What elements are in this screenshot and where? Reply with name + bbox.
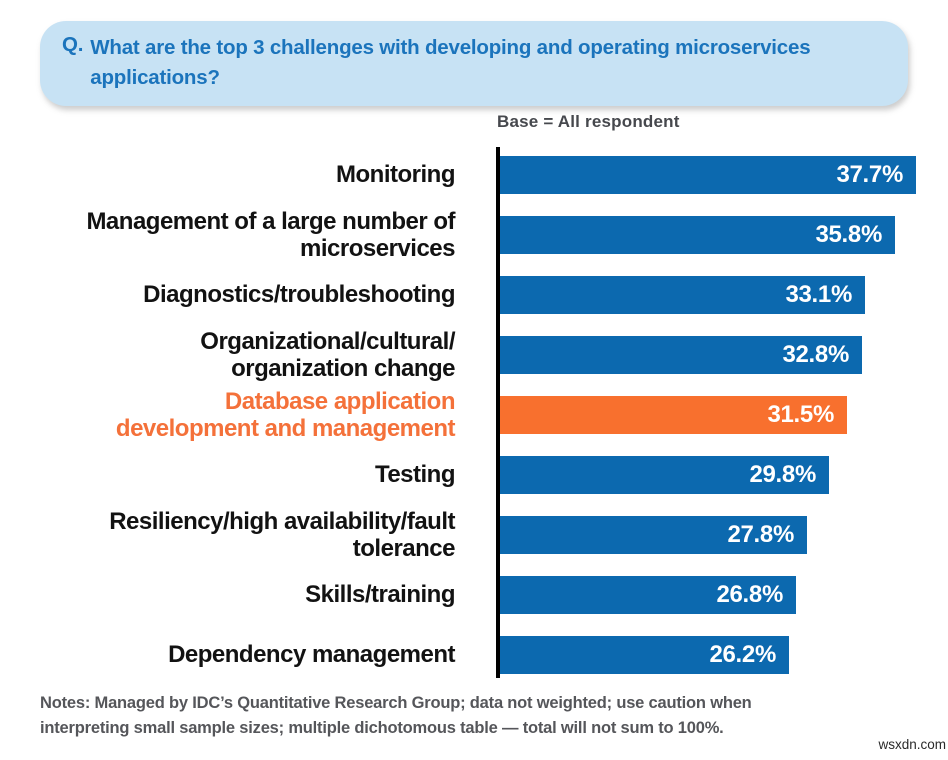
chart-row: Diagnostics/troubleshooting 33.1% xyxy=(0,265,948,325)
chart-row: Management of a large number of microser… xyxy=(0,205,948,265)
bar: 32.8% xyxy=(500,336,862,374)
bar-area: 27.8% xyxy=(455,516,948,554)
chart-row: Skills/training 26.8% xyxy=(0,565,948,625)
chart-row: Dependency management 26.2% xyxy=(0,625,948,685)
chart-rows: Monitoring 37.7% Management of a large num… xyxy=(0,145,948,685)
value-label: 37.7% xyxy=(836,161,903,188)
notes-text: Notes: Managed by IDC’s Quantitative Res… xyxy=(40,694,752,738)
watermark: wsxdn.com xyxy=(878,737,946,752)
value-label: 26.8% xyxy=(716,581,783,608)
value-label: 27.8% xyxy=(727,521,794,548)
category-label: Database application development and man… xyxy=(115,387,456,442)
bar-area: 26.8% xyxy=(455,576,948,614)
bar-area: 33.1% xyxy=(455,276,948,314)
category-label: Organizational/cultural/ organization ch… xyxy=(200,327,455,382)
chart-row: Resiliency/high availability/fault toler… xyxy=(0,505,948,565)
bar: 26.2% xyxy=(500,636,789,674)
bar: 35.8% xyxy=(500,216,895,254)
question-text: What are the top 3 challenges with devel… xyxy=(90,36,811,89)
bar: 33.1% xyxy=(500,276,865,314)
value-label: 33.1% xyxy=(785,281,852,308)
question-pill: Q. What are the top 3 challenges with de… xyxy=(40,21,908,107)
chart-row: Database application development and man… xyxy=(0,385,948,445)
bar-area: 26.2% xyxy=(455,636,948,674)
category-label: Dependency management xyxy=(168,641,455,669)
bar: 31.5% xyxy=(500,396,847,434)
category-label: Testing xyxy=(374,461,456,489)
y-axis-line xyxy=(496,147,500,678)
category-label: Management of a large number of microser… xyxy=(86,207,455,262)
value-label: 31.5% xyxy=(767,401,834,428)
bar-area: 31.5% xyxy=(455,396,948,434)
question-prefix: Q. xyxy=(62,33,84,56)
base-label: Base = All respondent xyxy=(497,112,680,131)
bar-area: 37.7% xyxy=(455,156,948,194)
chart-row: Monitoring 37.7% xyxy=(0,145,948,205)
bar-area: 32.8% xyxy=(455,336,948,374)
category-label: Monitoring xyxy=(336,161,455,189)
category-label: Skills/training xyxy=(305,581,455,609)
bar-area: 29.8% xyxy=(455,456,948,494)
bar: 29.8% xyxy=(500,456,829,494)
bar: 27.8% xyxy=(500,516,807,554)
value-label: 26.2% xyxy=(709,641,776,668)
category-label: Diagnostics/troubleshooting xyxy=(143,281,455,309)
chart-row: Organizational/cultural/ organization ch… xyxy=(0,325,948,385)
value-label: 35.8% xyxy=(815,221,882,248)
bar: 37.7% xyxy=(500,156,916,194)
value-label: 29.8% xyxy=(749,461,816,488)
chart-row: Testing 29.8% xyxy=(0,445,948,505)
bar: 26.8% xyxy=(500,576,796,614)
bar-area: 35.8% xyxy=(455,216,948,254)
bar-chart: Monitoring 37.7% Management of a large num… xyxy=(0,145,948,685)
value-label: 32.8% xyxy=(782,341,849,368)
category-label: Resiliency/high availability/fault toler… xyxy=(109,507,455,562)
